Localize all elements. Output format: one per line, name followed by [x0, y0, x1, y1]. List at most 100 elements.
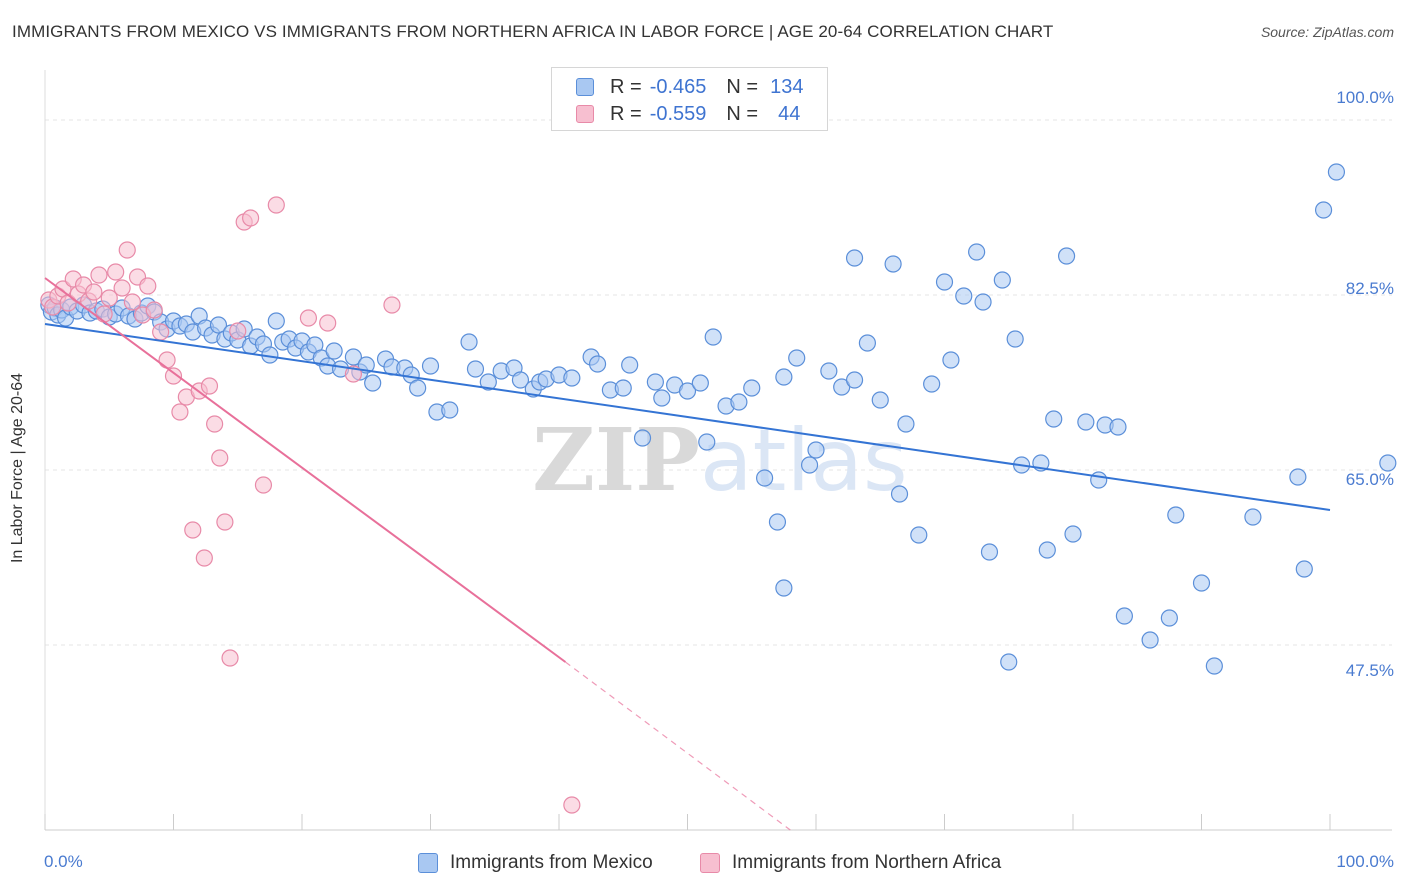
mexico-point	[633, 429, 652, 447]
legend-r-value-africa: -0.559	[649, 102, 707, 125]
africa-point	[211, 449, 229, 467]
legend-r-value-mexico: -0.465	[649, 75, 707, 98]
africa-point	[299, 309, 318, 327]
mexico-point	[678, 382, 697, 400]
mexico-point	[993, 271, 1011, 289]
africa-point	[242, 209, 260, 227]
mexico-point	[1045, 410, 1063, 428]
mexico-point	[807, 441, 825, 459]
mexico-point	[614, 379, 632, 397]
africa-point	[90, 266, 108, 284]
mexico-point	[421, 357, 440, 375]
mexico-point	[1141, 631, 1159, 649]
mexico-point	[588, 355, 607, 373]
mexico-point	[897, 415, 915, 433]
mexico-point	[730, 393, 748, 411]
mexico-point	[1327, 163, 1346, 181]
mexico-point	[800, 456, 819, 474]
mexico-point	[890, 485, 909, 503]
y-tick-label-65: 65.0%	[1345, 470, 1394, 489]
mexico-point	[466, 360, 485, 378]
legend-n-value-africa: 44	[778, 102, 801, 125]
mexico-point	[768, 513, 787, 531]
mexico-point	[1064, 525, 1082, 543]
mexico-point	[364, 374, 382, 392]
africa-point	[123, 293, 141, 311]
africa-point	[95, 305, 113, 323]
legend-row-mexico: R = -0.465 N = 134	[576, 76, 803, 98]
legend-row-africa: R = -0.559 N = 44	[576, 103, 800, 125]
mexico-point	[755, 469, 774, 487]
mexico-point	[621, 356, 639, 374]
y-tick-label-47-5: 47.5%	[1345, 661, 1394, 680]
africa-trend-line-extension	[565, 661, 791, 831]
mexico-point	[1115, 607, 1134, 625]
mexico-point	[1038, 541, 1056, 559]
mexico-point	[1160, 609, 1178, 627]
africa-point	[139, 277, 157, 295]
africa-point	[113, 279, 131, 297]
x-tick-label-min: 0.0%	[44, 852, 83, 871]
legend-swatch-mexico	[418, 853, 438, 873]
mexico-point	[511, 371, 530, 389]
mexico-point	[344, 348, 362, 366]
mexico-point	[820, 362, 838, 380]
mexico-point	[698, 433, 716, 451]
africa-point	[158, 351, 176, 369]
mexico-point	[563, 369, 581, 387]
legend-item-africa[interactable]: Immigrants from Northern Africa	[700, 852, 1001, 874]
mexico-point	[955, 287, 973, 305]
mexico-point	[209, 316, 228, 334]
mexico-point	[691, 374, 709, 392]
chart-title: IMMIGRANTS FROM MEXICO VS IMMIGRANTS FRO…	[12, 22, 1054, 41]
mexico-point	[1192, 574, 1211, 592]
africa-point	[171, 403, 189, 421]
mexico-point	[1057, 247, 1076, 265]
mexico-point	[1167, 506, 1185, 524]
africa-point	[100, 289, 118, 307]
mexico-point	[1244, 508, 1262, 526]
legend-r-label: R =	[610, 75, 642, 98]
africa-point	[152, 323, 170, 341]
mexico-point	[775, 579, 793, 597]
legend-n-value-mexico: 134	[770, 75, 804, 98]
watermark: ZIPatlas	[532, 410, 908, 511]
legend-label-mexico: Immigrants from Mexico	[450, 852, 653, 873]
x-tick-label-max: 100.0%	[1336, 852, 1394, 871]
mexico-point	[267, 312, 285, 330]
africa-point	[206, 415, 224, 433]
mexico-point	[409, 379, 427, 397]
mexico-point	[845, 371, 864, 389]
legend-swatch-africa	[700, 853, 720, 873]
y-tick-label-82-5: 82.5%	[1345, 279, 1394, 298]
mexico-point	[910, 526, 928, 544]
legend-swatch-africa	[576, 105, 594, 123]
y-tick-label-100: 100.0%	[1336, 88, 1394, 107]
legend-item-mexico[interactable]: Immigrants from Mexico	[418, 852, 653, 874]
mexico-point	[935, 273, 954, 291]
africa-point	[184, 521, 202, 539]
mexico-point	[974, 293, 992, 311]
mexico-point	[704, 328, 722, 346]
africa-point	[85, 283, 103, 301]
correlation-legend: R = -0.465 N = 134 R = -0.559 N = 44	[551, 67, 828, 131]
mexico-point	[325, 342, 343, 360]
africa-point	[254, 476, 273, 494]
mexico-point	[923, 375, 941, 393]
mexico-point	[884, 255, 902, 273]
mexico-point	[1314, 201, 1333, 219]
mexico-point	[1006, 330, 1024, 348]
africa-point	[319, 314, 337, 332]
africa-point	[200, 377, 219, 395]
mexico-point	[479, 373, 497, 391]
mexico-point	[1205, 657, 1223, 675]
legend-label-africa: Immigrants from Northern Africa	[732, 852, 1002, 873]
africa-point	[563, 796, 581, 814]
legend-n-label: N =	[726, 102, 759, 125]
africa-point	[107, 263, 125, 281]
legend-r-label: R =	[610, 102, 642, 125]
mexico-point	[788, 349, 806, 367]
mexico-point	[460, 333, 478, 351]
africa-point	[229, 322, 247, 340]
